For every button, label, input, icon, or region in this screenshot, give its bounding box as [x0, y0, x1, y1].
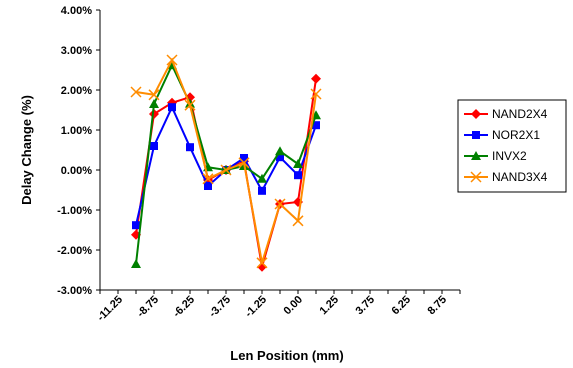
- x-tick-label: -8.75: [135, 294, 161, 320]
- data-point: [471, 109, 481, 119]
- x-tick-label: -11.25: [95, 294, 125, 324]
- data-point: [220, 164, 232, 176]
- data-point: [257, 173, 267, 183]
- data-point: [150, 142, 158, 150]
- data-point: [275, 146, 285, 156]
- x-tick-label: 0.00: [281, 294, 305, 318]
- data-point: [294, 171, 302, 180]
- data-point: [166, 54, 178, 66]
- legend-label: INVX2: [492, 149, 527, 163]
- legend-entry: NAND2X4: [464, 107, 548, 121]
- legend-entry: INVX2: [464, 149, 527, 163]
- data-point: [276, 153, 284, 162]
- series-group: [130, 54, 322, 272]
- data-point: [148, 89, 160, 101]
- legend-label: NAND3X4: [492, 170, 548, 184]
- data-point: [258, 186, 266, 195]
- data-point: [238, 157, 250, 169]
- y-tick-label: 2.00%: [61, 85, 92, 97]
- y-axis-title: Delay Change (%): [19, 95, 34, 205]
- y-tick-label: 3.00%: [61, 45, 92, 57]
- x-tick-label: -1.25: [243, 294, 269, 320]
- series-invx2: [131, 60, 321, 268]
- data-point: [311, 73, 321, 84]
- data-point: [292, 215, 304, 227]
- x-tick-label: 3.75: [353, 294, 377, 318]
- data-point: [256, 257, 268, 269]
- legend-entry: NAND3X4: [464, 170, 548, 184]
- y-tick-label: -3.00%: [57, 285, 92, 297]
- legend: NAND2X4 NOR2X1 INVX2 NAND3X4: [457, 99, 567, 193]
- axes: -3.00% -2.00% -1.00% 0.00% 1.00% 2.00% 3.00% 4.…: [57, 5, 461, 324]
- data-point: [130, 86, 142, 98]
- data-point: [293, 159, 303, 168]
- data-point: [184, 99, 196, 111]
- x-tick-label: -6.25: [171, 294, 197, 320]
- series-line: [135, 57, 317, 264]
- series-nand3x4: [130, 54, 322, 269]
- data-point: [204, 182, 212, 190]
- y-tick-label: 4.00%: [61, 5, 92, 17]
- data-point: [472, 131, 480, 139]
- y-tick-label: -1.00%: [57, 205, 92, 217]
- x-tick-label: 8.75: [425, 294, 449, 318]
- data-point: [312, 121, 320, 130]
- data-point: [274, 198, 286, 210]
- data-point: [202, 173, 214, 185]
- x-tick-label: 1.25: [317, 294, 341, 318]
- legend-entry: NOR2X1: [464, 128, 540, 142]
- data-point: [132, 221, 140, 230]
- legend-label: NAND2X4: [492, 107, 548, 121]
- legend-label: NOR2X1: [492, 128, 540, 142]
- y-tick-label: 1.00%: [61, 125, 92, 137]
- data-point: [149, 109, 159, 119]
- data-point: [310, 88, 322, 100]
- data-point: [149, 99, 159, 108]
- data-point: [470, 171, 482, 183]
- x-axis-title: Len Position (mm): [230, 348, 343, 363]
- series-line: [135, 62, 317, 265]
- y-tick-label: -2.00%: [57, 245, 92, 257]
- data-point: [240, 154, 248, 162]
- data-point: [131, 259, 141, 268]
- data-point: [168, 103, 176, 112]
- x-tick-label: -3.75: [207, 294, 233, 320]
- y-tick-label: 0.00%: [61, 165, 92, 177]
- data-point: [471, 151, 481, 160]
- x-tick-label: 6.25: [389, 294, 413, 318]
- data-point: [186, 143, 194, 152]
